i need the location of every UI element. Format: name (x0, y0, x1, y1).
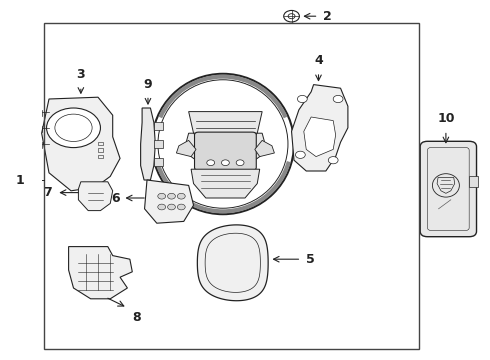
Circle shape (158, 204, 166, 210)
Polygon shape (247, 133, 267, 162)
Ellipse shape (158, 80, 288, 208)
Polygon shape (141, 108, 155, 180)
Text: 3: 3 (76, 68, 85, 81)
Bar (469, 176, 478, 187)
Ellipse shape (174, 97, 277, 198)
Polygon shape (78, 182, 113, 211)
Bar (154, 122, 163, 130)
Polygon shape (184, 133, 203, 162)
Bar (154, 158, 163, 166)
Circle shape (168, 193, 175, 199)
Circle shape (328, 157, 338, 164)
Circle shape (221, 160, 229, 166)
Bar (98, 148, 103, 152)
Circle shape (177, 193, 185, 199)
Circle shape (236, 160, 244, 166)
Polygon shape (69, 247, 132, 299)
Text: 8: 8 (132, 311, 141, 324)
Circle shape (47, 108, 100, 148)
Text: 7: 7 (43, 186, 51, 199)
Text: 4: 4 (314, 54, 323, 67)
Text: 5: 5 (306, 253, 315, 266)
Circle shape (168, 204, 175, 210)
Polygon shape (197, 225, 268, 301)
Polygon shape (292, 85, 348, 171)
Circle shape (207, 160, 215, 166)
FancyBboxPatch shape (420, 141, 476, 237)
Polygon shape (42, 97, 120, 191)
Circle shape (333, 95, 343, 103)
Bar (44, 23, 419, 349)
Circle shape (177, 204, 185, 210)
Bar (98, 155, 103, 158)
Bar (98, 142, 103, 145)
Ellipse shape (152, 74, 294, 214)
Text: 6: 6 (111, 192, 120, 204)
Polygon shape (176, 140, 196, 157)
Polygon shape (191, 169, 260, 198)
Polygon shape (304, 117, 336, 157)
Circle shape (297, 95, 307, 103)
Polygon shape (189, 112, 262, 133)
Polygon shape (145, 180, 194, 223)
Bar (154, 140, 163, 148)
Text: 10: 10 (437, 112, 455, 125)
Text: 2: 2 (323, 10, 332, 23)
Circle shape (295, 151, 305, 158)
FancyBboxPatch shape (195, 132, 256, 170)
Polygon shape (255, 140, 274, 157)
Text: 9: 9 (144, 78, 152, 91)
Circle shape (158, 193, 166, 199)
Text: 1: 1 (16, 174, 24, 186)
